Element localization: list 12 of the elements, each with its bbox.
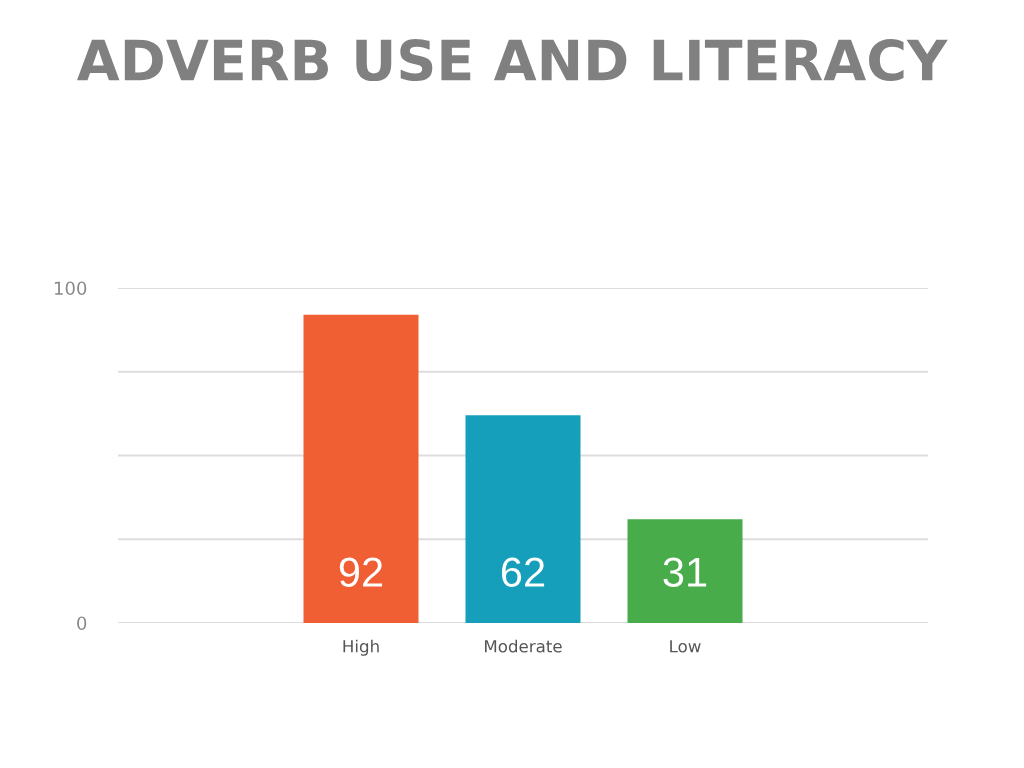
bar [627,519,743,623]
x-tick-label: Low [670,640,701,653]
bar [465,415,581,623]
x-tick-label: Moderate [485,639,562,653]
data-label: 31 [663,557,707,587]
y-tick-label: 0 [77,616,87,631]
chart-title: ADVERB USE AND LITERACY [76,39,948,82]
data-label: 92 [339,557,383,587]
y-tick-label: 100 [54,281,87,296]
x-tick-label: High [343,639,379,656]
bar [303,314,419,623]
data-label: 62 [501,557,545,587]
